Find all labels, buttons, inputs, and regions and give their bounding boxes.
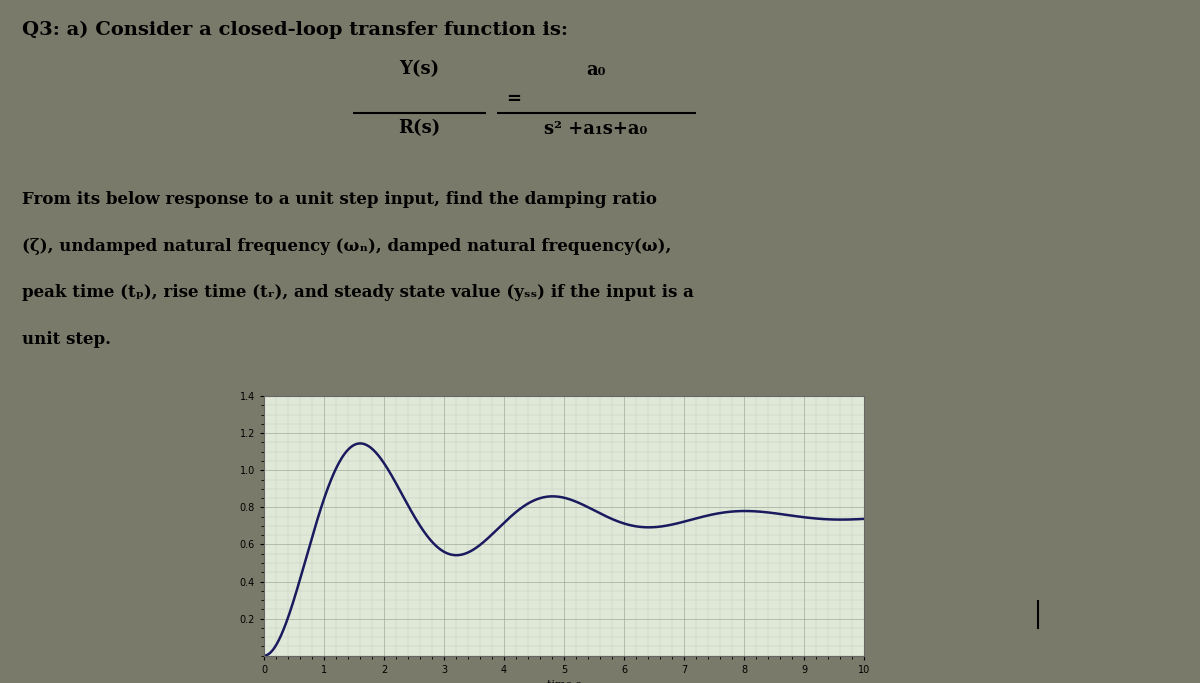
Text: Q3: a) Consider a closed-loop transfer function is:: Q3: a) Consider a closed-loop transfer f… <box>22 20 568 39</box>
Text: From its below response to a unit step input, find the damping ratio: From its below response to a unit step i… <box>22 191 656 208</box>
Text: a₀: a₀ <box>587 61 606 79</box>
Text: Y(s): Y(s) <box>400 61 439 79</box>
Text: =: = <box>506 90 521 108</box>
Text: s² +a₁s+a₀: s² +a₁s+a₀ <box>545 120 648 137</box>
Text: unit step.: unit step. <box>22 331 112 348</box>
Text: (ζ), undamped natural frequency (ωₙ), damped natural frequency(ω),: (ζ), undamped natural frequency (ωₙ), da… <box>22 238 672 255</box>
X-axis label: time s: time s <box>547 680 581 683</box>
Text: peak time (tₚ), rise time (tᵣ), and steady state value (yₛₛ) if the input is a: peak time (tₚ), rise time (tᵣ), and stea… <box>22 284 694 301</box>
Text: R(s): R(s) <box>398 120 440 137</box>
